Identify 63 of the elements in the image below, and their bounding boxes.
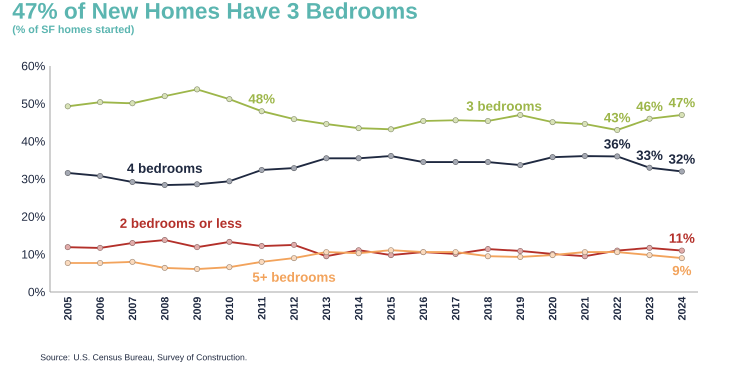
point	[194, 86, 200, 92]
point	[678, 112, 685, 118]
point	[452, 117, 459, 124]
point	[550, 119, 556, 126]
point	[517, 112, 524, 118]
chart-subtitle: (% of SF homes started)	[12, 25, 134, 36]
x-tick-label: 2023	[646, 297, 654, 320]
x-tick-label: 2013	[322, 297, 330, 320]
data-label: 9%	[672, 266, 692, 276]
point	[582, 121, 588, 128]
x-tick-label: 2022	[613, 297, 621, 320]
x-tick-label: 2021	[581, 297, 589, 320]
x-tick-label: 2016	[420, 297, 428, 320]
series-label: 2 bedrooms or less	[120, 218, 242, 228]
x-tick-label: 2024	[678, 296, 686, 320]
x-tick-label: 2015	[387, 297, 395, 320]
y-tick-label: 50%	[22, 99, 45, 108]
x-tick-label: 2009	[193, 297, 201, 320]
y-tick-label: 10%	[22, 250, 45, 259]
x-tick-label: 2019	[516, 297, 524, 320]
point	[484, 118, 491, 124]
source-note: Source: U.S. Census Bureau, Survey of Construction.	[40, 354, 246, 362]
point	[258, 108, 265, 114]
point	[97, 99, 104, 106]
point	[646, 116, 653, 122]
point	[64, 103, 71, 110]
point	[388, 126, 394, 132]
point	[614, 127, 620, 134]
x-tick-label: 2010	[226, 297, 234, 320]
x-tick-label: 2017	[452, 297, 460, 320]
point	[291, 116, 298, 122]
x-tick-label: 2020	[548, 297, 556, 320]
x-tick-label: 2008	[160, 297, 169, 320]
data-label: 43%	[604, 112, 630, 122]
x-tick-label: 2011	[258, 297, 266, 320]
y-tick-label: 40%	[22, 137, 45, 146]
series-label: 3 bedrooms	[466, 101, 542, 111]
chart-title: 47% of New Homes Have 3 Bedrooms	[12, 2, 417, 19]
x-tick-label: 2012	[290, 297, 298, 320]
x-tick-label: 2007	[128, 297, 136, 320]
point	[323, 121, 330, 128]
point	[226, 96, 232, 102]
data-label: 47%	[668, 98, 695, 108]
data-label: 32%	[668, 154, 695, 164]
x-tick-label: 2014	[354, 296, 362, 320]
x-tick-label: 2006	[96, 297, 104, 320]
y-tick-label: 20%	[22, 212, 45, 221]
data-label: 46%	[636, 102, 663, 112]
y-tick-label: 0%	[28, 288, 45, 296]
x-tick-label: 2018	[484, 297, 492, 320]
series-label: 4 bedrooms	[127, 163, 202, 173]
data-label: 36%	[604, 139, 630, 149]
x-tick-label: 2005	[64, 297, 72, 320]
data-label: 11%	[670, 233, 694, 243]
series-label: 5+ bedrooms	[252, 272, 336, 282]
y-tick-label: 30%	[22, 174, 45, 184]
point	[129, 100, 136, 106]
point	[162, 93, 168, 100]
data-label: 48%	[248, 94, 275, 104]
point	[420, 118, 426, 124]
point	[356, 125, 362, 132]
y-tick-label: 60%	[22, 62, 45, 70]
data-label: 33%	[636, 150, 663, 160]
